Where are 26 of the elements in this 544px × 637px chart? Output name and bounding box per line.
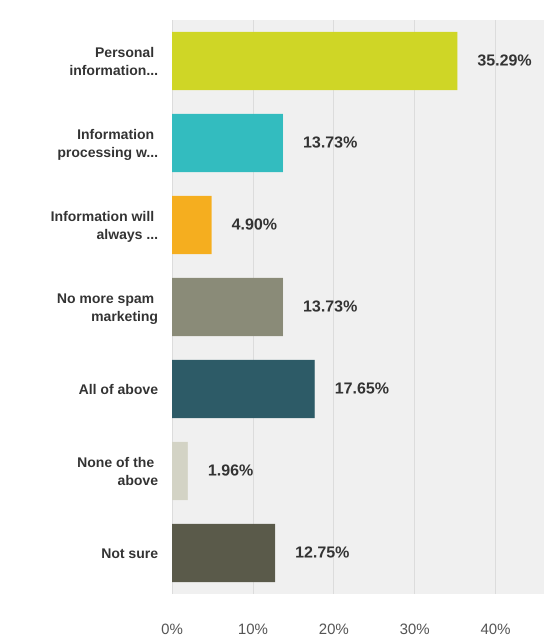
x-tick-label: 10% bbox=[238, 621, 268, 637]
y-tick-label: Not sure bbox=[101, 545, 158, 561]
x-tick-label: 0% bbox=[161, 621, 183, 637]
data-label: 4.90% bbox=[232, 216, 277, 234]
data-label: 12.75% bbox=[295, 544, 350, 562]
data-label: 35.29% bbox=[477, 52, 532, 70]
data-label: 13.73% bbox=[303, 298, 358, 316]
data-label: 1.96% bbox=[208, 462, 254, 480]
y-tick-label: None of the above bbox=[77, 454, 158, 488]
y-tick-label: Information will always ... bbox=[50, 208, 158, 242]
bar bbox=[172, 360, 315, 418]
y-tick-label: Personal information... bbox=[69, 44, 158, 78]
bar bbox=[172, 442, 188, 500]
bar bbox=[172, 114, 284, 172]
x-tick-label: 20% bbox=[318, 621, 349, 637]
data-label: 13.73% bbox=[303, 134, 358, 152]
x-tick-label: 30% bbox=[400, 621, 430, 637]
y-tick-label: No more spam marketing bbox=[56, 290, 158, 324]
bar bbox=[172, 196, 212, 254]
y-tick-label: All of above bbox=[78, 381, 158, 397]
x-tick-label: 40% bbox=[480, 621, 510, 637]
bar bbox=[172, 32, 458, 90]
bar bbox=[172, 278, 284, 336]
y-tick-label: Information processing w... bbox=[57, 126, 158, 160]
data-label: 17.65% bbox=[334, 380, 389, 398]
bar bbox=[172, 524, 276, 582]
